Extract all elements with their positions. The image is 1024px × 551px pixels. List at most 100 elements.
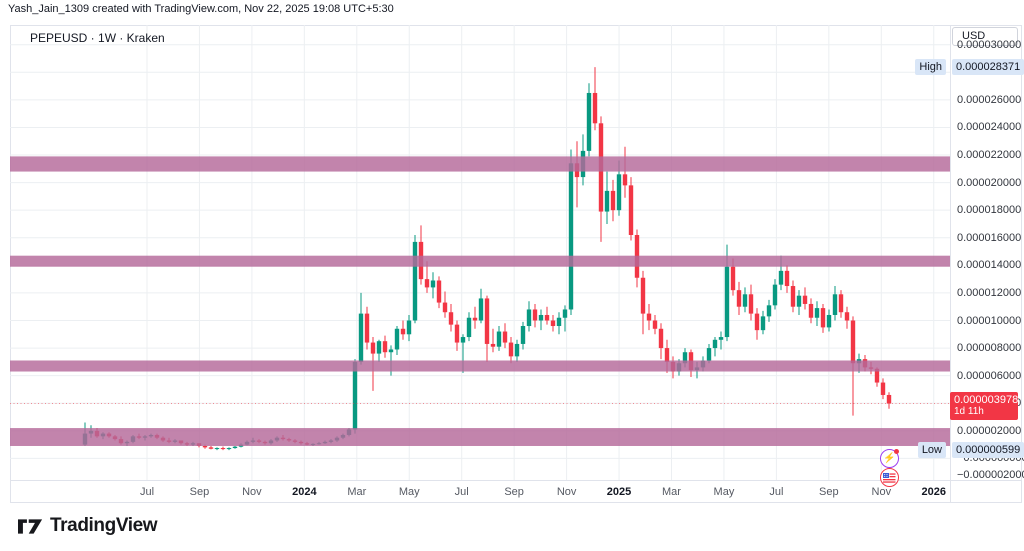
candle-body [628,185,634,236]
time-axis-label: 2025 [606,486,632,498]
candle-body [520,326,526,344]
candle-body [454,324,460,343]
candle-body [760,316,766,331]
time-axis-label: Sep [189,486,210,498]
candle-body [202,445,208,448]
candle-body [490,343,496,347]
candle-body [208,447,214,449]
symbol-legend[interactable]: PEPEUSD · 1W · Kraken [30,31,165,45]
time-axis-label: Nov [556,486,577,498]
high-value-badge: 0.000028371 [952,59,1024,76]
candle-body [604,190,610,212]
candle-body [886,394,892,404]
candle-body [376,341,382,354]
candle-body [616,174,622,211]
price-axis-label: 0.000022000 [957,149,1022,162]
lightning-event-icon[interactable]: ⚡ [880,449,899,468]
candle-body [424,279,430,288]
supply-demand-zone[interactable] [10,428,950,446]
candle-body [658,328,664,349]
candle-body [832,294,838,315]
candle-body [220,448,226,450]
time-axis-label: May [398,486,420,498]
candles-layer [82,67,892,451]
candle-body [562,309,568,318]
candle-body [508,342,514,357]
candle-body [478,298,484,321]
grid-layer [10,25,950,480]
time-axis-label: May [713,486,735,498]
candle-body [724,266,730,338]
candle-body [448,312,454,325]
candle-body [544,314,550,321]
candle-body [412,241,418,321]
supply-demand-zone[interactable] [10,156,950,172]
candle-body [844,312,850,321]
supply-demand-zone[interactable] [10,255,950,267]
time-axis-label: Sep [819,486,839,498]
candle-body [820,308,826,328]
candle-body [874,368,880,383]
time-axis-label: 2026 [921,486,946,498]
candle-body [352,361,358,430]
time-axis-separator [10,480,1022,481]
price-axis-label: 0.000012000 [957,286,1022,299]
low-label: Low [917,442,946,459]
candle-body [226,448,232,450]
candle-body [526,309,532,327]
price-axis-label: 0.000030000 [957,38,1022,51]
low-value-badge: 0.000000599 [952,442,1024,459]
candle-body [814,308,820,318]
candle-body [400,328,406,335]
time-axis-label: Nov [242,486,262,498]
tradingview-logo[interactable]: TradingView [18,515,158,537]
time-axis-label: Nov [871,486,892,498]
candle-body [430,280,436,288]
candle-body [706,348,712,361]
price-axis-separator [950,25,951,503]
candlestick-chart[interactable] [10,25,950,480]
candle-body [772,284,778,306]
us-flag-glyph [883,472,896,483]
tradingview-logo-mark [18,518,43,534]
candle-body [586,92,592,151]
candle-body [406,320,412,335]
us-flag-economic-event-icon[interactable] [880,468,899,487]
candle-body [808,303,814,318]
candle-body [646,313,652,321]
candle-body [556,317,562,327]
candle-body [850,320,856,364]
candle-body [484,298,490,344]
time-axis-label: Mar [347,486,367,498]
candle-body [712,339,718,349]
price-axis-label: 0.000024000 [957,121,1022,134]
currency-toggle-button[interactable]: USD [952,27,1018,46]
candle-body [652,320,658,329]
candle-body [880,382,886,395]
price-axis-label: 0.000016000 [957,231,1022,244]
candle-body [370,342,376,354]
notification-dot [894,449,899,454]
last-price-value: 0.000003978 [954,393,1019,406]
supply-demand-zone[interactable] [10,360,950,372]
candle-body [796,295,802,307]
candle-body [466,317,472,338]
candle-body [682,352,688,364]
candle-body [496,331,502,347]
price-axis-label: 0.000014000 [957,259,1022,272]
time-axis-label: Jul [769,486,784,498]
candle-body [472,317,478,321]
bar-countdown: 1d 11h [954,405,984,417]
time-axis-label: 2024 [292,486,317,498]
candle-body [568,163,574,310]
price-axis-label: 0.000026000 [957,93,1022,106]
candle-body [718,337,724,340]
candle-body [766,305,772,317]
candle-body [382,341,388,353]
price-axis-label: 0.000006000 [957,369,1022,382]
candle-body [532,309,538,321]
last-price-badge: 0.000003978 1d 11h [950,391,1019,420]
candle-body [748,294,754,314]
candle-body [514,343,520,357]
candle-body [592,92,598,124]
